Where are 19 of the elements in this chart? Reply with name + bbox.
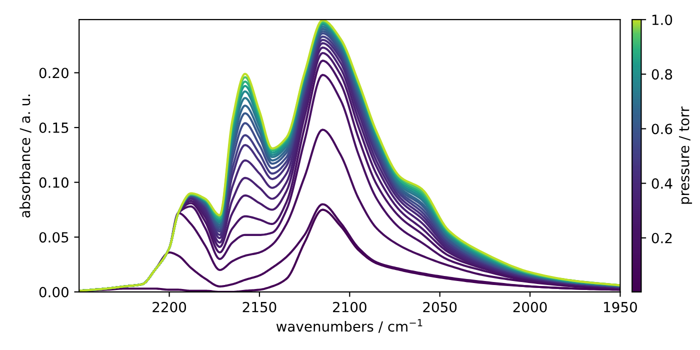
color-bar-title: pressure / torr <box>678 106 692 204</box>
x-tick-label: 2100 <box>332 302 366 312</box>
y-tick-label: 0.05 <box>39 232 68 243</box>
y-tick-label: 0.00 <box>39 286 68 298</box>
color-bar-label: 0.4 <box>652 178 672 189</box>
color-bar-label: 0.6 <box>652 124 672 134</box>
x-axis-title: wavenumbers / cm$^{−1}$ <box>276 319 422 333</box>
y-axis-title: absorbance / a. u. <box>19 94 32 218</box>
x-tick-label: 2200 <box>152 302 186 312</box>
x-tick-label: 2150 <box>242 302 276 312</box>
x-tick-label: 1950 <box>604 302 637 312</box>
color-bar-label: 0.2 <box>652 232 672 244</box>
y-tick-label: 0.10 <box>39 177 68 188</box>
y-tick-label: 0.20 <box>39 68 68 78</box>
y-tick-label: 0.15 <box>39 122 68 134</box>
x-tick-label: 2050 <box>423 302 457 312</box>
color-bar-label: 1.0 <box>652 14 672 26</box>
color-bar-label: 0.8 <box>652 69 672 80</box>
x-tick-label: 2000 <box>513 302 547 312</box>
